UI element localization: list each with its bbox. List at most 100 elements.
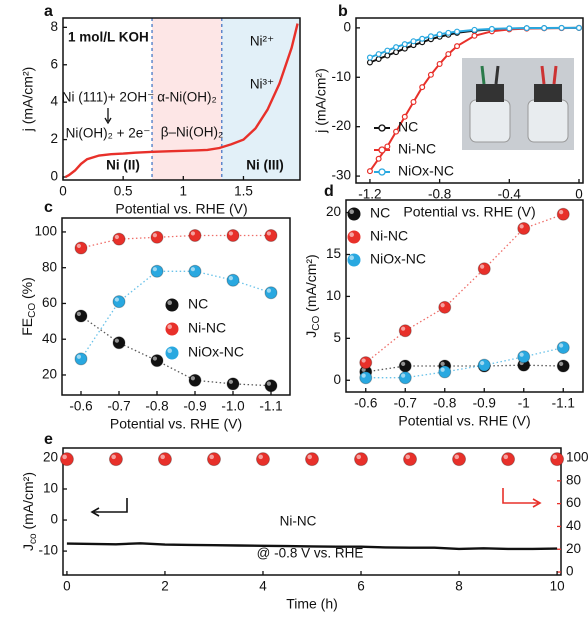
point [446,52,451,57]
y-axis-label-part: co [28,533,39,544]
marker [189,265,201,277]
marker [75,353,87,365]
y-axis-label: Jco (mA/cm²) [20,472,39,551]
marker [158,453,171,466]
marker-sphere [265,287,277,299]
legend-marker [379,147,385,153]
annotation: Ni(OH)₂ + 2e⁻ [66,126,151,141]
marker-sphere [439,301,451,313]
marker-sphere [189,374,201,386]
panel-label: a [44,3,53,20]
y2-tick-label: 0 [566,564,574,579]
marker-sphere [227,230,239,242]
marker [478,359,490,371]
point [394,50,399,55]
marker-sphere [404,453,417,466]
y-axis-label-part: (mA/cm²) [20,472,36,533]
x-tick-label: 8 [455,579,463,594]
x-tick-label: -0.7 [394,396,417,411]
legend-label: NC [188,296,208,312]
marker [151,231,163,243]
marker-sphere [518,351,530,363]
marker-highlight [111,455,116,460]
x-tick-label: -0.8 [145,399,168,414]
y-tick-label: 20 [42,367,57,382]
y-tick-label: -20 [331,118,351,133]
legend-marker [166,299,179,312]
y-axis-label: j (mA/cm²) [313,68,329,134]
legend-marker [166,323,179,336]
legend-marker [348,208,361,221]
y-tick-label: 0 [50,169,58,184]
marker [265,287,277,299]
annotation: 1 mol/L KOH [68,30,149,45]
marker-highlight [267,382,271,386]
point [455,29,460,34]
marker [151,265,163,277]
marker-sphere [75,310,87,322]
y-tick-label: 4 [50,94,58,109]
marker [207,453,220,466]
marker-sphere [360,372,372,384]
point [385,144,390,149]
legend-label: NiOx-NC [398,163,454,179]
marker-highlight [441,362,445,366]
marker-highlight [62,455,67,460]
marker-highlight [362,374,366,378]
marker-highlight [441,368,445,372]
legend-label: Ni-NC [398,141,436,157]
y-tick-label: 0 [333,372,341,387]
legend-marker [348,231,361,244]
marker-sphere [360,357,372,369]
marker-sphere [151,355,163,367]
x-tick-label: -0.6 [69,399,92,414]
y-tick-label: -10 [38,543,58,558]
panel-label: e [44,431,53,448]
annotation: @ -0.8 V vs. RHE [257,546,364,561]
marker-highlight [267,289,271,293]
marker-sphere [151,265,163,277]
y-tick-label: 8 [50,19,58,34]
legend-sphere [348,231,361,244]
y-tick-label: 60 [42,295,57,310]
point [420,85,425,90]
y-tick-label: 0 [343,19,351,34]
marker [109,453,122,466]
y-tick-label: 80 [42,259,57,274]
marker-highlight [77,355,81,359]
point [420,36,425,41]
y-tick-label: 2 [50,131,58,146]
marker-sphere [551,453,564,466]
x-axis-label: Potential vs. RHE (V) [110,416,242,432]
marker [502,453,515,466]
marker-sphere [113,233,125,245]
marker-sphere [75,242,87,254]
marker-sphere [306,453,319,466]
marker [355,453,368,466]
y-axis-label-part: J [303,331,319,338]
marker-highlight [454,455,459,460]
marker [439,301,451,313]
annotation: β–Ni(OH)₂ [161,125,224,140]
legend-sphere [348,254,361,267]
marker [227,274,239,286]
point [446,30,451,35]
marker [518,351,530,363]
marker-highlight [267,231,271,235]
point [411,39,416,44]
legend-sphere [166,323,179,336]
x-tick-label: 0 [63,579,71,594]
marker-highlight [77,312,81,316]
marker-sphere [151,231,163,243]
marker-sphere [207,453,220,466]
marker-sphere [453,453,466,466]
point [559,26,564,31]
marker-highlight [153,267,157,271]
panel-label: d [324,183,334,200]
marker-highlight [401,327,405,331]
y-tick-label: 10 [326,288,341,303]
x-tick-label: 1 [180,184,188,199]
marker-sphere [399,325,411,337]
